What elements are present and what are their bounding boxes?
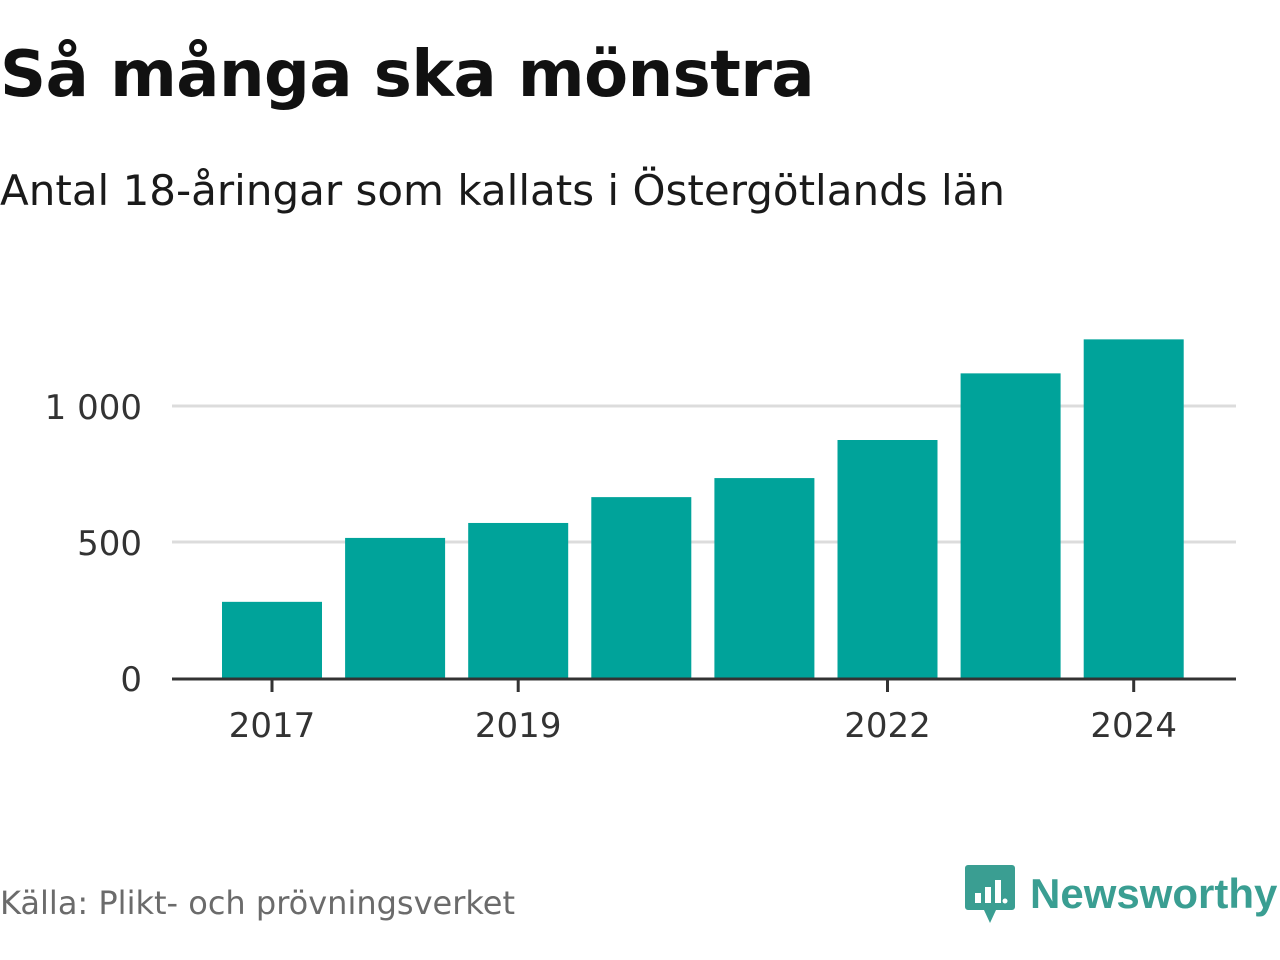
y-tick-label-0: 0: [120, 660, 142, 700]
y-tick-label-1000: 1 000: [45, 388, 142, 428]
brand-name: Newsworthy: [1030, 870, 1278, 917]
x-tick-label-2019: 2019: [475, 706, 562, 746]
chart-subtitle: Antal 18-åringar som kallats i Östergötl…: [0, 166, 1005, 215]
source-note: Källa: Plikt- och prövningsverket: [0, 884, 515, 922]
brand-logo: Newsworthy: [964, 862, 1277, 926]
bar-2017: [222, 601, 322, 678]
bar-chart-speech-bubble-icon: [965, 865, 1015, 923]
x-tick-label-2022: 2022: [844, 706, 931, 746]
bar-2021: [714, 478, 815, 678]
bar-2020: [591, 497, 692, 678]
chart-title: Så många ska mönstra: [0, 38, 815, 112]
bar-2022: [837, 440, 938, 678]
y-tick-labels: 0 500 1 000: [45, 388, 142, 700]
x-tick-labels: 2017 2019 2022 2024: [229, 706, 1177, 746]
bar-2019: [468, 522, 569, 678]
bar-2018: [345, 537, 446, 678]
grid-lines: [172, 404, 1236, 544]
y-tick-label-500: 500: [77, 524, 142, 564]
bar-2023: [960, 373, 1061, 678]
bar-2024: [1083, 339, 1184, 678]
bars: [222, 339, 1184, 678]
x-tick-label-2024: 2024: [1090, 706, 1177, 746]
x-axis: [172, 677, 1236, 692]
x-tick-label-2017: 2017: [229, 706, 316, 746]
